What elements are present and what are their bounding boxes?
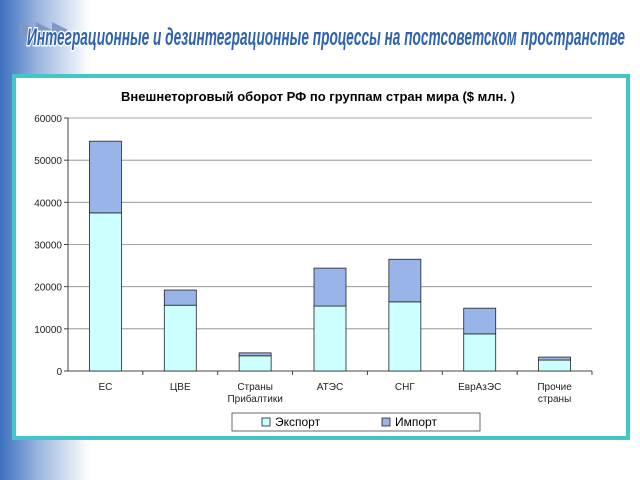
- slide-title-shadow: Интеграционные и дезинтеграционные проце…: [27, 24, 625, 51]
- x-tick-label: СНГ: [394, 382, 415, 393]
- x-tick-label: АТЭС: [316, 382, 344, 393]
- x-tick-label: Страны Прибалтики: [227, 382, 283, 405]
- y-tick-label: 0: [56, 367, 62, 378]
- legend-swatch: [381, 417, 391, 427]
- bar-segment: [463, 307, 497, 335]
- slide-title: Интеграционные и дезинтеграционные проце…: [27, 24, 625, 51]
- y-tick-label: 50000: [34, 156, 62, 167]
- bar-segment: [538, 356, 571, 361]
- x-tick-label: ЕС: [98, 382, 113, 393]
- bar-segment: [163, 304, 197, 372]
- bar-segment: [89, 212, 122, 372]
- y-tick-label: 20000: [34, 283, 62, 294]
- arrow-decoration: [20, 22, 36, 38]
- bar-segment: [388, 301, 422, 372]
- bar-segment: [463, 333, 497, 372]
- y-tick-label: 30000: [34, 241, 62, 252]
- x-tick-label: Прочие страны: [537, 382, 572, 405]
- x-tick-label: ЦВЕ: [169, 382, 191, 393]
- bar-segment: [538, 359, 571, 372]
- bar-segment: [163, 289, 197, 306]
- bar-segment: [313, 267, 347, 307]
- arrow-decoration: [52, 22, 68, 38]
- bar-segment: [238, 355, 272, 372]
- y-tick-label: 40000: [34, 198, 62, 209]
- x-tick-label: ЕврАзЭС: [458, 382, 502, 393]
- y-tick-label: 60000: [34, 114, 62, 125]
- chart-title: Внешнеторговый оборот РФ по группам стра…: [121, 89, 515, 104]
- legend-box: [231, 412, 481, 432]
- legend-swatch: [261, 417, 271, 427]
- legend-label: Импорт: [395, 415, 437, 429]
- y-tick-label: 10000: [34, 325, 62, 336]
- arrow-decoration: [36, 22, 52, 38]
- bar-segment: [89, 140, 122, 214]
- bar-segment: [238, 352, 272, 357]
- bar-segment: [313, 305, 347, 372]
- legend-label: Экспорт: [275, 415, 321, 429]
- bar-segment: [388, 258, 422, 303]
